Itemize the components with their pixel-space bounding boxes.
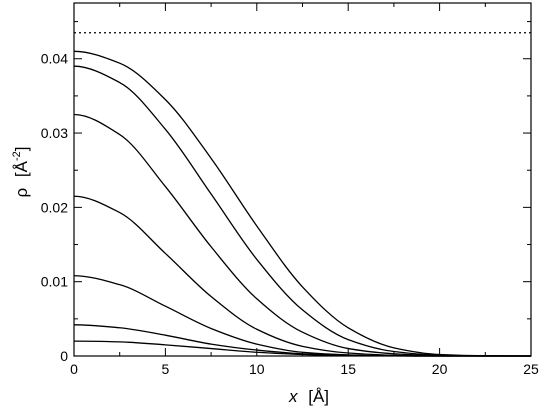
- x-axis-variable: x: [288, 387, 298, 406]
- y-axis-ticks: 0 0.01 0.02 0.03 0.04: [41, 21, 531, 364]
- y-tick-label: 0.03: [41, 125, 68, 141]
- x-axis-ticks: 0 5 10 15 20 25: [70, 3, 539, 377]
- plot-frame: [73, 2, 532, 357]
- y-tick-label: 0.02: [41, 199, 68, 215]
- y-tick-label: 0: [60, 348, 68, 364]
- x-axis-unit-close: ]: [324, 387, 329, 406]
- density-curve-6: [73, 324, 531, 357]
- y-axis-variable: ρ: [12, 188, 31, 198]
- x-axis-label: x [Å]: [288, 387, 329, 406]
- series-layer: [73, 50, 532, 357]
- x-tick-label: 15: [340, 361, 356, 377]
- y-axis-unit-open: [: [12, 172, 31, 177]
- y-axis-label: ρ [Å-2]: [11, 147, 31, 198]
- density-curve-2: [73, 65, 532, 357]
- x-tick-label: 20: [432, 361, 448, 377]
- x-axis-unit-open: [: [308, 387, 313, 406]
- x-axis-unit: Å: [313, 387, 325, 406]
- x-tick-label: 10: [249, 361, 265, 377]
- y-tick-label: 0.04: [41, 51, 68, 67]
- y-axis-unit-exponent: -2: [11, 151, 23, 161]
- y-tick-label: 0.01: [41, 274, 68, 290]
- y-axis-unit-close: ]: [12, 147, 31, 152]
- y-axis-unit: Å: [12, 160, 31, 172]
- density-curve-3: [73, 113, 531, 357]
- x-tick-label: 25: [523, 361, 539, 377]
- x-tick-label: 0: [70, 361, 78, 377]
- x-tick-label: 5: [162, 361, 170, 377]
